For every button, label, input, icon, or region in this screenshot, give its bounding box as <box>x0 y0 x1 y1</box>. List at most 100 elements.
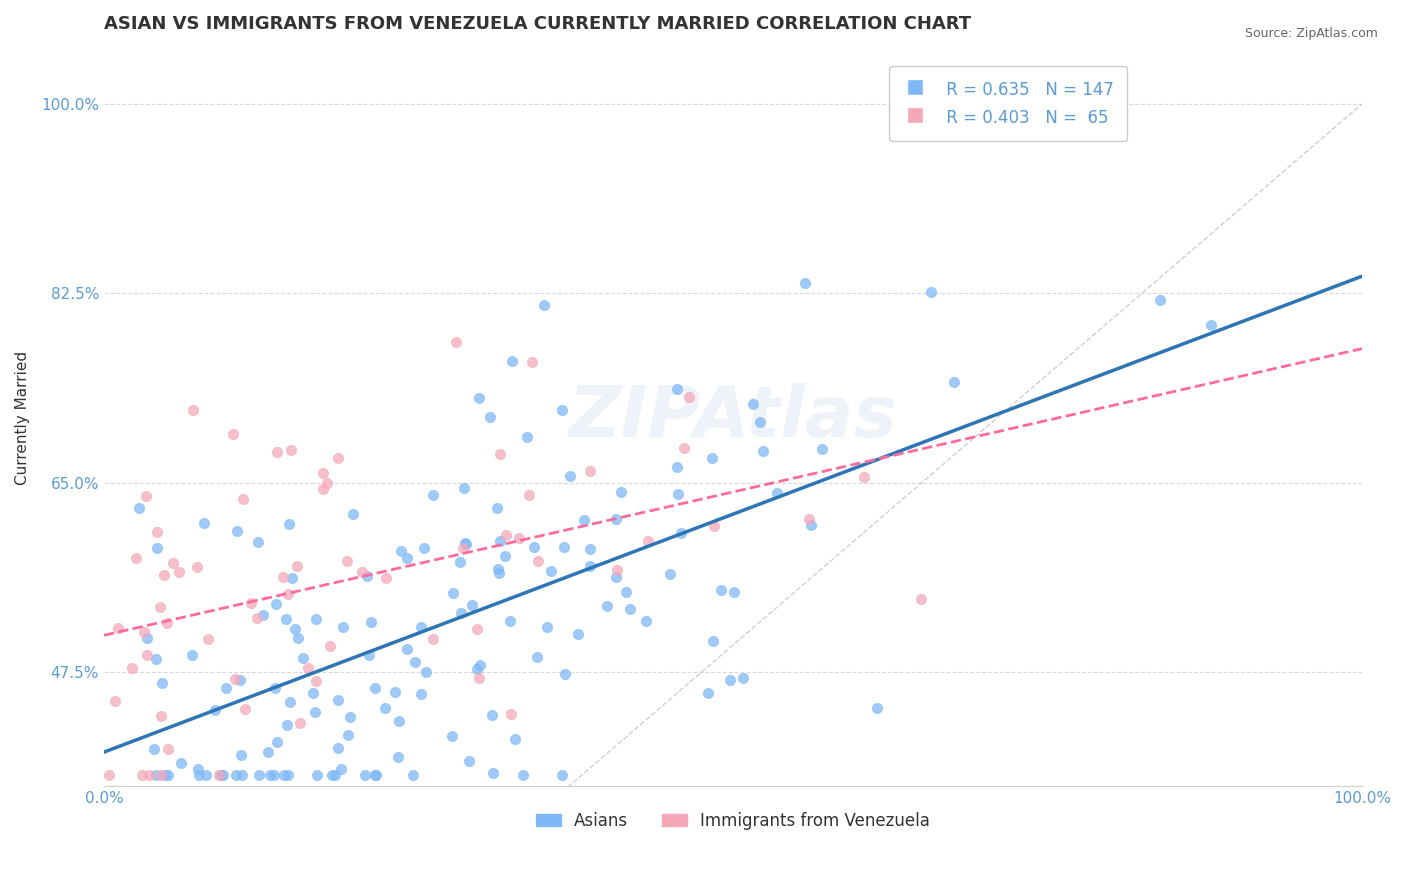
Point <box>751 444 773 458</box>
Point <box>157 741 180 756</box>
Point <box>231 747 253 762</box>
Point <box>252 608 274 623</box>
Point <box>350 565 373 579</box>
Point <box>277 587 299 601</box>
Point <box>697 686 720 700</box>
Point <box>187 762 209 776</box>
Point <box>359 648 381 662</box>
Point <box>287 632 309 646</box>
Point <box>579 541 602 556</box>
Point <box>285 559 308 574</box>
Point <box>395 551 418 566</box>
Point <box>312 466 335 480</box>
Point <box>277 768 299 782</box>
Point <box>866 701 889 715</box>
Point <box>187 768 209 782</box>
Point <box>465 622 488 636</box>
Point <box>797 512 820 526</box>
Point <box>138 768 160 782</box>
Point <box>703 519 725 533</box>
Point <box>374 571 396 585</box>
Point <box>240 596 263 610</box>
Point <box>499 707 522 722</box>
Point <box>450 606 472 620</box>
Point <box>567 626 589 640</box>
Point <box>364 768 387 782</box>
Point <box>554 666 576 681</box>
Point <box>551 768 574 782</box>
Point <box>605 570 627 584</box>
Point <box>328 693 350 707</box>
Point <box>811 442 834 457</box>
Point <box>718 673 741 687</box>
Point <box>666 486 689 500</box>
Point <box>208 768 231 782</box>
Point <box>143 742 166 756</box>
Point <box>422 632 444 646</box>
Point <box>145 525 167 540</box>
Point <box>536 620 558 634</box>
Point <box>741 397 763 411</box>
Point <box>225 768 247 782</box>
Point <box>104 693 127 707</box>
Point <box>550 403 572 417</box>
Point <box>292 651 315 665</box>
Point <box>323 768 346 782</box>
Point <box>388 714 411 729</box>
Point <box>149 768 172 782</box>
Point <box>264 681 287 696</box>
Point <box>512 768 534 782</box>
Point <box>135 489 157 503</box>
Point <box>266 734 288 748</box>
Point <box>384 685 406 699</box>
Point <box>304 705 326 719</box>
Point <box>723 584 745 599</box>
Point <box>412 541 434 556</box>
Point <box>516 430 538 444</box>
Point <box>637 534 659 549</box>
Point <box>558 468 581 483</box>
Point <box>280 571 302 585</box>
Point <box>246 535 269 549</box>
Point <box>609 484 631 499</box>
Point <box>467 671 489 685</box>
Point <box>658 566 681 581</box>
Point <box>215 681 238 695</box>
Point <box>453 481 475 495</box>
Point <box>145 651 167 665</box>
Point <box>479 409 502 424</box>
Point <box>486 501 509 516</box>
Point <box>186 560 208 574</box>
Point <box>387 750 409 764</box>
Point <box>458 754 481 768</box>
Point <box>572 513 595 527</box>
Point <box>169 756 191 771</box>
Point <box>332 620 354 634</box>
Point <box>702 450 724 465</box>
Point <box>702 633 724 648</box>
Point <box>499 614 522 628</box>
Text: ASIAN VS IMMIGRANTS FROM VENEZUELA CURRENTLY MARRIED CORRELATION CHART: ASIAN VS IMMIGRANTS FROM VENEZUELA CURRE… <box>104 15 972 33</box>
Point <box>266 445 288 459</box>
Point <box>451 541 474 555</box>
Point <box>508 531 530 545</box>
Point <box>145 768 167 782</box>
Point <box>135 648 157 663</box>
Point <box>374 700 396 714</box>
Point <box>150 675 173 690</box>
Point <box>132 625 155 640</box>
Point <box>209 768 232 782</box>
Point <box>278 516 301 531</box>
Point <box>402 768 425 782</box>
Point <box>231 768 253 782</box>
Point <box>678 390 700 404</box>
Point <box>614 585 637 599</box>
Point <box>246 611 269 625</box>
Point <box>162 556 184 570</box>
Point <box>606 564 628 578</box>
Point <box>411 687 433 701</box>
Point <box>312 483 335 497</box>
Point <box>149 708 172 723</box>
Text: ZIPAtlas: ZIPAtlas <box>569 384 897 452</box>
Point <box>155 768 177 782</box>
